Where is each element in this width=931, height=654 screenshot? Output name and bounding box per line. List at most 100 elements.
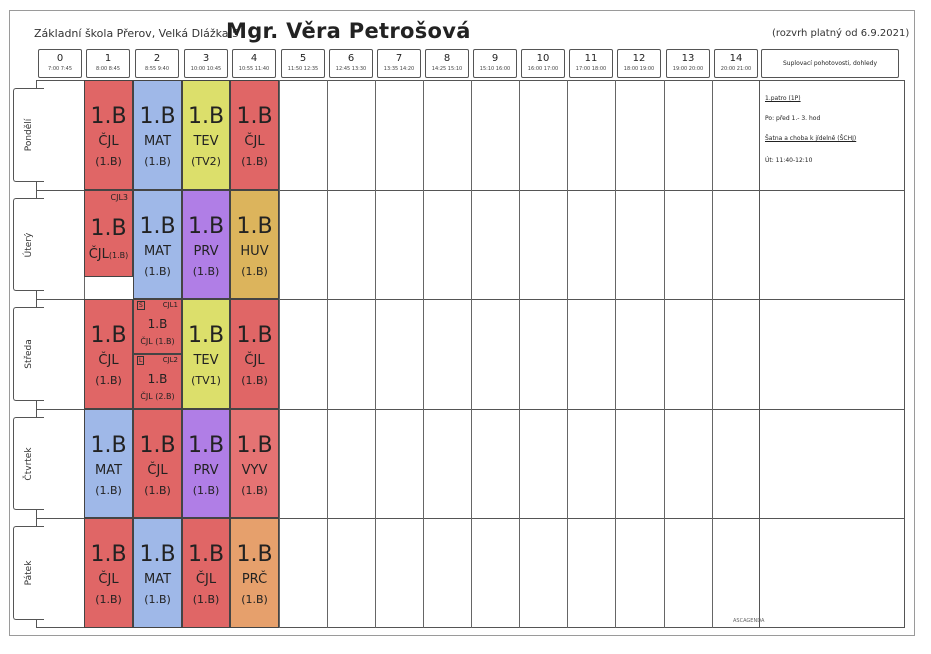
lesson-cell[interactable]: 1.B ČJL (1.B) <box>133 409 182 518</box>
lesson-cell[interactable]: 1.B HUV (1.B) <box>230 190 279 299</box>
period-header-3: 3 10:00 10:45 <box>184 49 228 78</box>
lesson-class: 1.B <box>139 433 176 458</box>
lesson-subject: ČJL <box>98 572 119 587</box>
duty-canteen: Šatna a choba k jídelně (ŠCHJ) <box>765 135 857 142</box>
period-header-5: 5 11:50 12:35 <box>281 49 325 78</box>
row-divider <box>36 299 905 300</box>
lesson-cell[interactable]: 1.B ČJL (1.B) <box>182 518 230 628</box>
lesson-subject: ČJL <box>98 353 119 368</box>
lesson-subject: ČJL <box>244 134 265 149</box>
day-label-3: Čtvrtek <box>13 417 44 510</box>
period-number: 11 <box>584 53 598 64</box>
lesson-room: (1.B) <box>192 593 220 606</box>
lesson-cell[interactable]: 1.B MAT (1.B) <box>84 409 133 518</box>
period-time: 8:00 8:45 <box>95 66 121 72</box>
lesson-class: 1.B <box>187 104 225 129</box>
period-number: 12 <box>632 53 646 64</box>
lesson-subject: ČJL (2.B) <box>140 392 175 401</box>
lesson-cell[interactable]: 1.B PRV (1.B) <box>182 409 230 518</box>
lesson-subject: PRČ <box>241 572 268 587</box>
period-time: 7:00 7:45 <box>47 66 73 72</box>
lesson-cell[interactable]: 1.B ČJL (1.B) <box>84 518 133 628</box>
lesson-cell[interactable]: 1.B TEV (TV2) <box>182 80 230 190</box>
period-number: 9 <box>491 53 499 64</box>
period-time: 17:00 18:00 <box>575 66 607 72</box>
lesson-wednesday-period-2-group-b[interactable]: L CJL2 1.B ČJL (2.B) <box>133 354 182 409</box>
lesson-cell[interactable]: 1.B MAT (1.B) <box>133 80 182 190</box>
lesson-subject: MAT <box>143 244 172 259</box>
period-header-13: 13 19:00 20:00 <box>666 49 710 78</box>
lesson-cell[interactable]: 1.B VYV (1.B) <box>230 409 279 518</box>
lesson-wednesday-period-2-group-a[interactable]: S CJL1 1.B ČJL (1.B) <box>133 299 182 354</box>
lesson-class: 1.B <box>139 542 176 567</box>
lesson-subject: ČJL <box>195 572 217 587</box>
lesson-cell[interactable]: 1.B ČJL (1.B) <box>230 80 279 190</box>
lesson-subject: ČJL(1.B) <box>88 247 129 262</box>
lesson-cell[interactable]: 1.B PRČ (1.B) <box>230 518 279 628</box>
lesson-subject: TEV <box>193 353 219 368</box>
lesson-class: 1.B <box>236 433 273 458</box>
lesson-group: CJL2 <box>162 356 178 364</box>
period-time: 14:25 15:10 <box>431 66 463 72</box>
lesson-cell[interactable]: 1.B ČJL (1.B) <box>230 299 279 409</box>
lesson-subject: TEV <box>193 134 219 149</box>
column-divider <box>664 80 665 628</box>
validity-note: (rozvrh platný od 6.9.2021) <box>772 28 910 39</box>
lesson-group: CJL3 <box>110 193 129 202</box>
lesson-class: 1.B <box>187 214 225 239</box>
column-divider <box>375 80 376 628</box>
lesson-room: (1.B) <box>144 155 171 168</box>
lesson-class: 1.B <box>236 214 273 239</box>
period-header-4: 4 10:55 11:40 <box>232 49 276 78</box>
period-header-6: 6 12:45 13:30 <box>329 49 373 78</box>
lesson-cell[interactable]: 1.B ČJL (1.B) <box>84 299 133 409</box>
period-number: 3 <box>202 53 210 64</box>
period-time: 18:00 19:00 <box>623 66 655 72</box>
lesson-class: 1.B <box>139 214 176 239</box>
lesson-room: (1.B) <box>192 484 220 497</box>
lesson-room: (1.B) <box>241 484 268 497</box>
period-time: 15:10 16:00 <box>479 66 511 72</box>
lesson-class: 1.B <box>90 323 127 348</box>
lesson-subject: MAT <box>143 134 172 149</box>
day-name: Středa <box>24 339 34 369</box>
period-number: 6 <box>347 53 355 64</box>
period-header-11: 11 17:00 18:00 <box>569 49 613 78</box>
period-time: 11:50 12:35 <box>287 66 319 72</box>
period-header-14: 14 20:00 21:00 <box>714 49 758 78</box>
lesson-class: 1.B <box>90 433 127 458</box>
day-name: Úterý <box>24 232 34 257</box>
lesson-subject: ČJL <box>244 353 265 368</box>
lesson-cell[interactable]: 1.B ČJL (1.B) <box>84 80 133 190</box>
period-number: 8 <box>443 53 451 64</box>
lesson-subject: ČJL <box>147 463 168 478</box>
lesson-class: 1.B <box>187 542 225 567</box>
period-number: 1 <box>104 53 112 64</box>
period-time: 20:00 21:00 <box>720 66 752 72</box>
teacher-name: Mgr. Věra Petrošová <box>226 19 471 43</box>
day-label-0: Pondělí <box>13 88 44 182</box>
period-number: 2 <box>153 53 161 64</box>
lesson-subject: ČJL (1.B) <box>140 337 175 346</box>
lesson-cell[interactable]: 1.B TEV (TV1) <box>182 299 230 409</box>
lesson-cell[interactable]: 1.B MAT (1.B) <box>133 518 182 628</box>
lesson-subject: ČJL <box>98 134 119 149</box>
duty-column <box>760 80 905 628</box>
school-name: Základní škola Přerov, Velká Dlážka 5 <box>34 27 240 40</box>
lesson-cell[interactable]: 1.B MAT (1.B) <box>133 190 182 299</box>
lesson-cell[interactable]: 1.B PRV (1.B) <box>182 190 230 299</box>
lesson-tuesday-period-1[interactable]: CJL3 1.B ČJL(1.B) <box>84 190 133 277</box>
period-time: 10:00 10:45 <box>190 66 222 72</box>
lesson-room: (TV2) <box>191 155 221 168</box>
period-number: 0 <box>56 53 64 64</box>
lesson-subject: VYV <box>241 463 268 478</box>
column-divider <box>712 80 713 628</box>
group-mark: S <box>137 301 145 310</box>
period-time: 8:55 9:40 <box>144 66 170 72</box>
lesson-class: 1.B <box>90 216 127 241</box>
period-time: 10:55 11:40 <box>238 66 270 72</box>
lesson-class: 1.B <box>236 542 273 567</box>
day-label-4: Pátek <box>13 526 44 620</box>
period-time: 19:00 20:00 <box>672 66 704 72</box>
column-divider <box>519 80 520 628</box>
